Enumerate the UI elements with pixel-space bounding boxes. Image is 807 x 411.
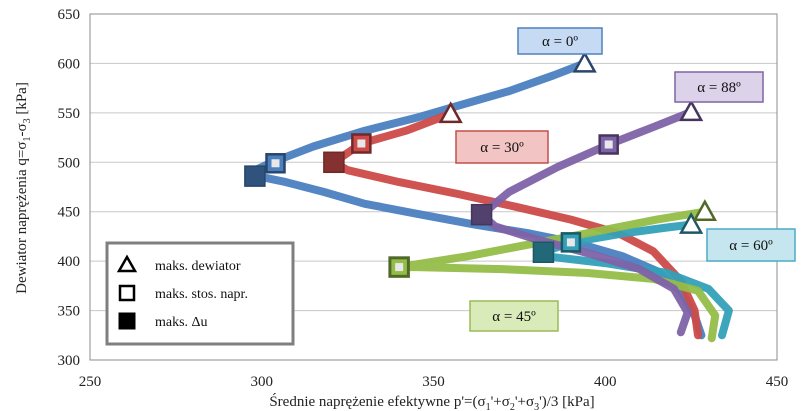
plot-frame [89, 13, 778, 361]
x-tick-label: 300 [251, 374, 274, 390]
x-tick-label: 400 [594, 374, 617, 390]
max-stress-ratio-marker-inner [271, 159, 280, 168]
max-deviator-marker [572, 50, 597, 73]
max-deviator-marker [692, 199, 717, 221]
y-tick-label: 600 [58, 56, 81, 72]
y-tick-label: 300 [58, 353, 81, 369]
x-tick-label: 250 [79, 374, 102, 390]
legend-box [105, 241, 295, 346]
max-du-marker [244, 165, 266, 187]
legend: maks. dewiator maks. stos. napr. maks. Δu [105, 241, 295, 346]
callout-label: α = 0º [542, 34, 578, 50]
callout-box-0 [517, 27, 603, 55]
callout-box-3 [469, 300, 559, 332]
series-line-0 [250, 59, 706, 340]
legend-entry-label: maks. Δu [155, 315, 208, 330]
callout-box-2 [706, 228, 796, 262]
series-line-3 [395, 207, 720, 343]
marker-layer [244, 50, 717, 278]
x-axis-label: Średnie naprężenie efektywne p'=(σ1'+σ2'… [269, 393, 594, 411]
y-tick-label: 550 [58, 106, 81, 122]
max-du-marker [323, 151, 345, 174]
y-tick-label: 650 [58, 7, 81, 23]
legend-triangle-icon [116, 254, 138, 273]
max-stress-ratio-marker-inner [566, 238, 575, 247]
x-tick-labels: 250 300 350 400 450 [79, 374, 789, 390]
max-stress-ratio-marker-inner [357, 139, 366, 148]
y-tick-label: 450 [58, 205, 81, 221]
y-tick-label: 400 [58, 254, 81, 270]
y-tick-labels: 300 350 400 450 500 550 600 650 [58, 7, 81, 369]
max-du-marker [532, 241, 555, 263]
callout-label: α = 30º [480, 140, 524, 156]
y-axis-label: Dewiator naprężenia q=σ1-σ3 [kPa] [14, 82, 33, 294]
max-deviator-marker [679, 211, 704, 234]
x-tick-label: 450 [766, 374, 789, 390]
callout-label: α = 88º [697, 80, 741, 96]
max-deviator-marker [438, 101, 463, 124]
legend-open-square-icon [118, 284, 136, 302]
max-du-marker [470, 203, 493, 226]
callout-box-1 [455, 130, 549, 164]
callout-label: α = 45º [492, 309, 536, 325]
legend-entry-label: maks. dewiator [155, 259, 241, 274]
legend-entry-label: maks. stos. napr. [155, 287, 248, 302]
y-tick-label: 350 [58, 304, 81, 320]
max-deviator-marker [679, 99, 704, 122]
callout-label: α = 60º [729, 238, 773, 254]
legend-filled-square-icon [118, 312, 136, 330]
callout-box-4 [674, 71, 764, 103]
callout-layer: α = 0º α = 30º α = 60º α = 45º α = 88º [455, 27, 796, 332]
max-stress-ratio-marker-inner [395, 263, 404, 272]
max-stress-ratio-marker-inner [604, 140, 613, 149]
x-tick-label: 350 [422, 374, 445, 390]
y-tick-label: 500 [58, 155, 81, 171]
